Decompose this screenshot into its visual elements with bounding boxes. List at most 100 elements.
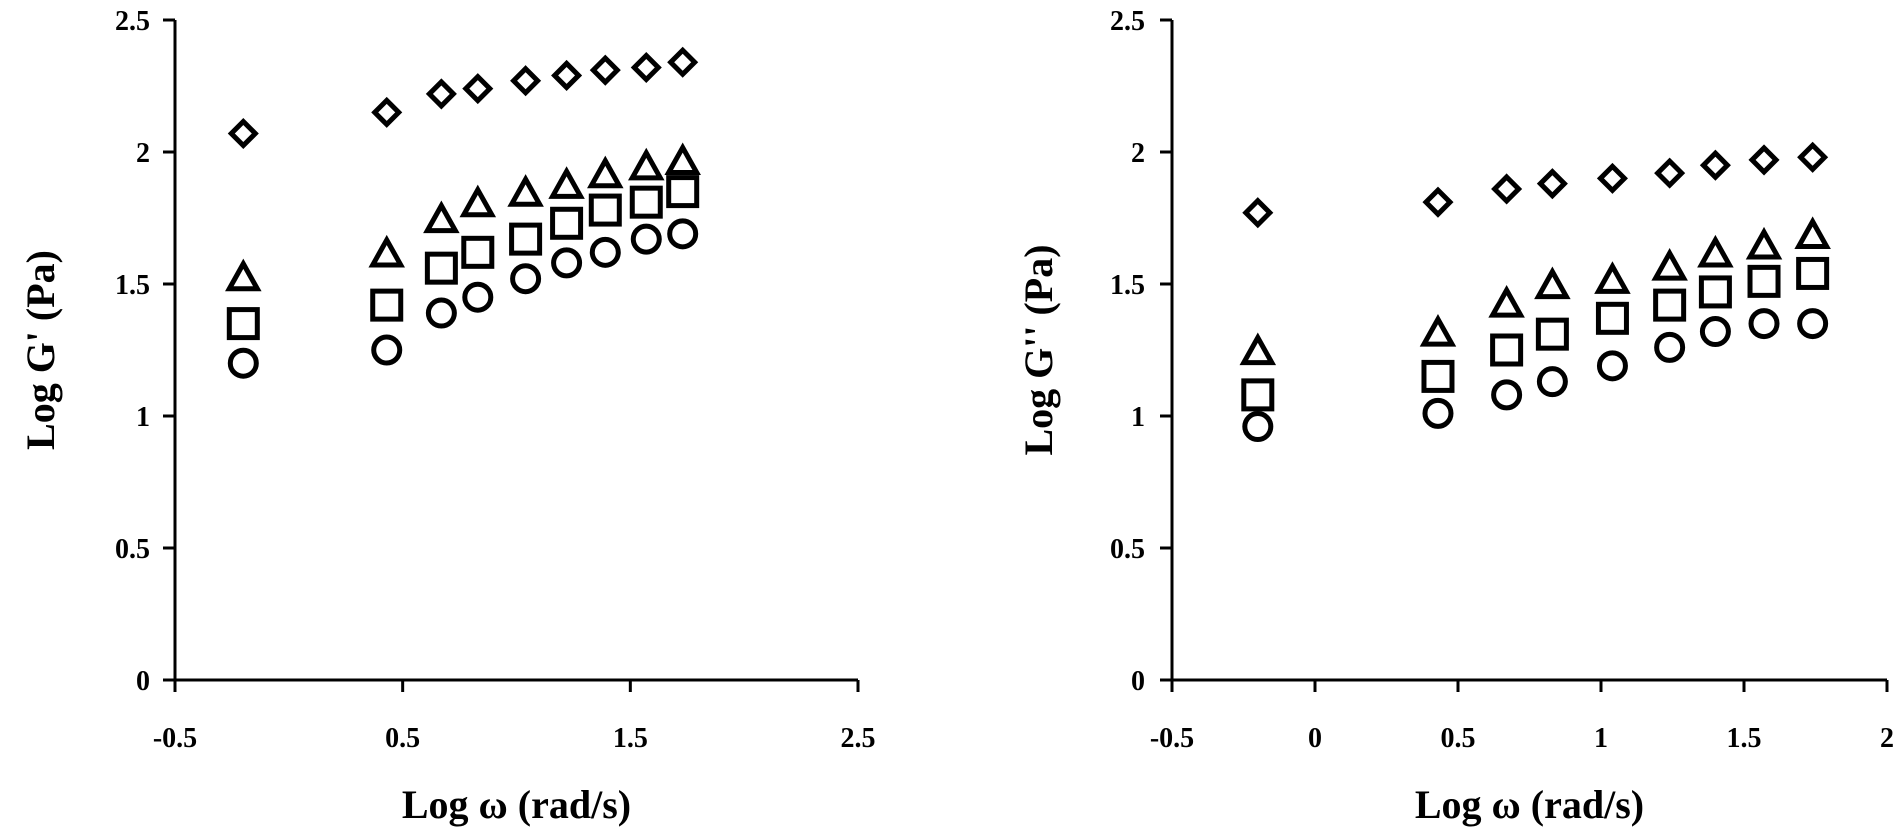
square-marker bbox=[1490, 333, 1524, 367]
x-axis-title: Log ω (rad/s) bbox=[1415, 782, 1644, 827]
triangle-marker bbox=[1745, 226, 1783, 260]
y-axis-title: Log G' (Pa) bbox=[18, 250, 63, 450]
square-marker bbox=[461, 235, 495, 269]
square-marker bbox=[1698, 275, 1732, 309]
diamond-marker bbox=[630, 51, 662, 84]
triangle-marker bbox=[548, 166, 585, 199]
triangle-marker bbox=[423, 200, 460, 234]
diamond-marker bbox=[1797, 141, 1829, 173]
triangle-marker bbox=[1419, 314, 1457, 347]
diamond-marker bbox=[589, 54, 621, 86]
y-tick-label: 2 bbox=[136, 138, 150, 169]
series-square bbox=[226, 175, 700, 341]
circle-marker bbox=[589, 236, 621, 268]
triangle-marker bbox=[1594, 261, 1631, 294]
circle-marker bbox=[1699, 316, 1731, 348]
triangle-marker bbox=[628, 147, 665, 181]
square-marker bbox=[1241, 378, 1275, 412]
square-marker bbox=[1421, 359, 1455, 393]
square-marker bbox=[550, 206, 584, 240]
x-tick-label: 0 bbox=[1308, 723, 1322, 754]
series-diamond bbox=[227, 46, 699, 150]
diamond-marker bbox=[462, 73, 494, 105]
circle-marker bbox=[667, 218, 699, 250]
triangle-marker bbox=[225, 258, 262, 292]
circle-marker bbox=[510, 263, 542, 295]
diamond-marker bbox=[510, 65, 542, 97]
y-tick-label: 0.5 bbox=[1110, 534, 1145, 565]
triangle-marker bbox=[1488, 285, 1525, 318]
series-triangle bbox=[225, 142, 701, 292]
triangle-marker bbox=[507, 174, 544, 207]
square-marker bbox=[1595, 301, 1629, 335]
y-tick-label: 2.5 bbox=[1110, 6, 1145, 37]
y-tick-label: 0 bbox=[136, 666, 150, 697]
square-marker bbox=[629, 185, 663, 219]
circle-marker bbox=[371, 334, 403, 366]
x-tick-label: 2.5 bbox=[841, 723, 876, 754]
circle-marker bbox=[1748, 308, 1780, 340]
y-tick-label: 0 bbox=[1131, 666, 1145, 697]
series-diamond bbox=[1242, 141, 1829, 229]
x-tick-label: 1.5 bbox=[1727, 723, 1762, 754]
circle-marker bbox=[462, 281, 494, 313]
x-tick-label: 0.5 bbox=[1441, 723, 1476, 754]
square-marker bbox=[370, 288, 404, 322]
circle-marker bbox=[425, 297, 457, 329]
diamond-marker bbox=[1536, 168, 1568, 200]
diamond-marker bbox=[1654, 157, 1686, 189]
diamond-marker bbox=[667, 46, 699, 78]
circle-marker bbox=[551, 247, 583, 279]
square-marker bbox=[226, 307, 260, 341]
triangle-marker bbox=[1651, 248, 1688, 281]
y-tick-label: 1 bbox=[136, 402, 150, 433]
diamond-marker bbox=[1596, 162, 1628, 194]
y-tick-label: 2.5 bbox=[115, 6, 150, 37]
x-tick-label: -0.5 bbox=[1150, 723, 1194, 754]
diamond-marker bbox=[1242, 197, 1274, 229]
square-marker bbox=[666, 175, 700, 209]
y-tick-label: 1 bbox=[1131, 402, 1145, 433]
circle-marker bbox=[1536, 366, 1568, 398]
circle-marker bbox=[1422, 397, 1454, 429]
circle-marker bbox=[1596, 350, 1628, 382]
x-tick-label: 1.5 bbox=[613, 723, 648, 754]
circle-marker bbox=[227, 347, 259, 379]
chart-panel-left: 0 0.5 1 1.5 2 2.5 -0.5 0.5 1.5 2.5 Log ω (rad/s) Lo… bbox=[18, 6, 876, 827]
diamond-marker bbox=[1748, 144, 1780, 176]
y-tick-label: 1.5 bbox=[115, 270, 150, 301]
diamond-marker bbox=[1491, 173, 1523, 205]
square-marker bbox=[1535, 317, 1569, 351]
circle-marker bbox=[1654, 331, 1686, 363]
triangle-marker bbox=[368, 234, 405, 268]
triangle-marker bbox=[1794, 216, 1831, 249]
x-tick-label: 0.5 bbox=[385, 723, 420, 754]
circle-marker bbox=[1242, 411, 1274, 443]
square-marker bbox=[588, 193, 622, 227]
diamond-marker bbox=[371, 96, 403, 128]
square-marker bbox=[1653, 288, 1687, 322]
triangle-marker bbox=[664, 142, 701, 176]
triangle-marker bbox=[459, 184, 497, 218]
diamond-marker bbox=[1422, 186, 1454, 218]
diamond-marker bbox=[551, 59, 583, 91]
x-tick-label: -0.5 bbox=[153, 723, 197, 754]
circle-marker bbox=[1797, 308, 1829, 340]
triangle-marker bbox=[1534, 266, 1571, 300]
diamond-marker bbox=[1699, 149, 1731, 181]
x-tick-label: 2 bbox=[1880, 723, 1894, 754]
square-marker bbox=[509, 222, 543, 256]
diamond-marker bbox=[425, 78, 457, 110]
x-axis-title: Log ω (rad/s) bbox=[402, 782, 631, 827]
diamond-marker bbox=[227, 117, 259, 150]
square-marker bbox=[424, 251, 458, 285]
square-marker bbox=[1747, 264, 1781, 298]
y-tick-label: 1.5 bbox=[1110, 270, 1145, 301]
circle-marker bbox=[630, 223, 662, 255]
series-circle bbox=[1242, 308, 1829, 443]
x-tick-label: 1 bbox=[1594, 723, 1608, 754]
y-tick-label: 0.5 bbox=[115, 534, 150, 565]
series-square bbox=[1241, 256, 1830, 412]
